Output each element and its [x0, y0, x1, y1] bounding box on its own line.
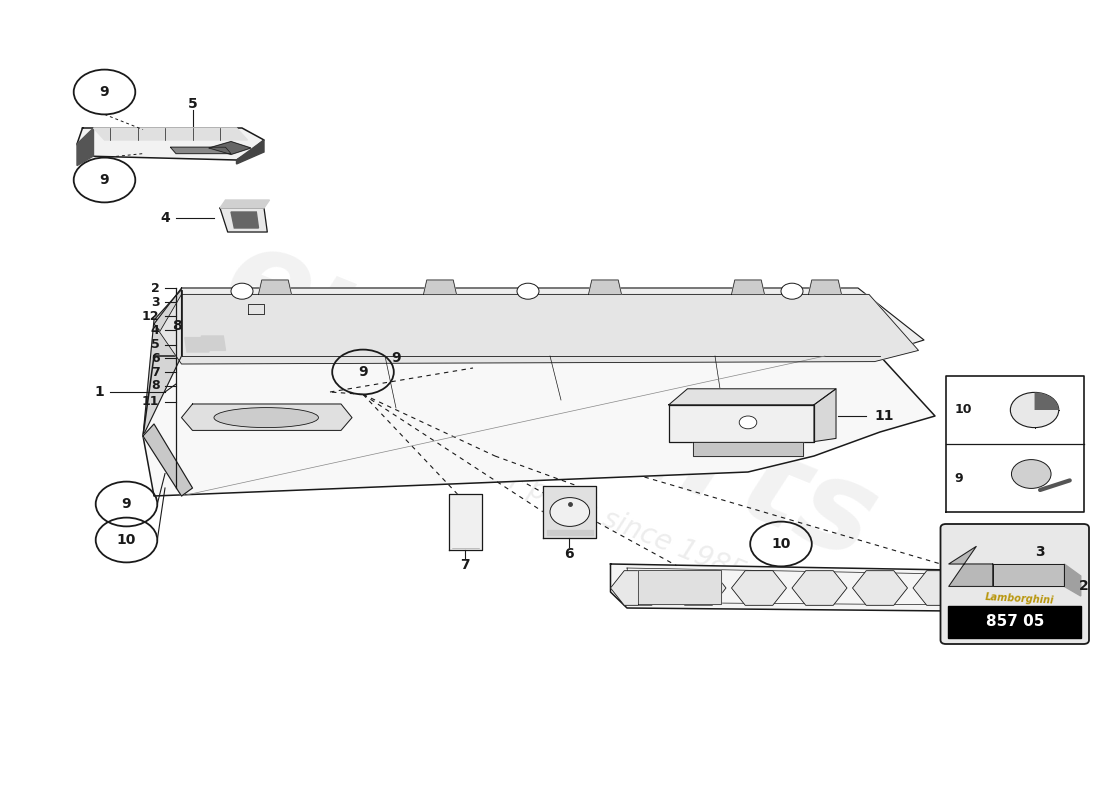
Polygon shape [228, 314, 272, 332]
Polygon shape [248, 304, 264, 314]
Polygon shape [94, 128, 248, 140]
Polygon shape [143, 290, 182, 436]
Text: 9: 9 [359, 365, 367, 379]
Text: 9: 9 [122, 497, 131, 511]
Polygon shape [231, 212, 258, 228]
Text: 11: 11 [142, 395, 160, 408]
Polygon shape [814, 389, 836, 442]
Polygon shape [732, 280, 764, 294]
Circle shape [1012, 459, 1050, 488]
Polygon shape [236, 140, 264, 164]
Polygon shape [588, 280, 621, 294]
Circle shape [231, 283, 253, 299]
Text: a passion for parts since 1985: a passion for parts since 1985 [350, 405, 750, 587]
FancyBboxPatch shape [940, 524, 1089, 644]
Polygon shape [449, 494, 482, 550]
Circle shape [781, 283, 803, 299]
Polygon shape [182, 404, 352, 430]
Text: 6: 6 [151, 352, 160, 365]
Polygon shape [424, 280, 456, 294]
Text: 10: 10 [955, 403, 972, 417]
Polygon shape [669, 405, 814, 442]
Circle shape [517, 283, 539, 299]
Polygon shape [220, 208, 267, 232]
Text: 12: 12 [142, 310, 160, 322]
Text: 9: 9 [100, 173, 109, 187]
Text: 8: 8 [172, 319, 182, 334]
Polygon shape [143, 424, 192, 496]
Polygon shape [543, 486, 596, 538]
Text: 7: 7 [151, 366, 160, 378]
Polygon shape [1065, 564, 1080, 596]
Text: 6: 6 [564, 546, 573, 561]
Circle shape [1010, 392, 1058, 427]
Polygon shape [160, 294, 918, 364]
Polygon shape [808, 280, 842, 294]
Polygon shape [258, 280, 292, 294]
Polygon shape [77, 128, 264, 160]
Polygon shape [170, 147, 231, 154]
Text: 7: 7 [461, 558, 470, 572]
Text: 8: 8 [151, 379, 160, 392]
Text: 4: 4 [151, 324, 160, 337]
Polygon shape [154, 288, 924, 356]
Polygon shape [638, 570, 721, 604]
Text: 3: 3 [1035, 545, 1044, 559]
Text: 2: 2 [151, 282, 160, 294]
Text: 10: 10 [771, 537, 791, 551]
Polygon shape [220, 200, 270, 208]
Text: 3: 3 [151, 296, 160, 309]
Polygon shape [143, 356, 935, 496]
Text: 1: 1 [95, 385, 104, 399]
Wedge shape [1034, 392, 1058, 410]
Polygon shape [610, 564, 1067, 612]
Polygon shape [209, 142, 251, 154]
Text: Lamborghini: Lamborghini [984, 592, 1054, 606]
Polygon shape [547, 530, 593, 535]
Text: 2: 2 [1079, 578, 1088, 593]
Text: 5: 5 [188, 97, 197, 111]
Text: 4: 4 [161, 210, 170, 225]
Text: 9: 9 [392, 351, 400, 366]
Text: 11: 11 [874, 409, 894, 423]
Text: europarts: europarts [207, 214, 893, 586]
Polygon shape [77, 128, 94, 166]
Ellipse shape [213, 408, 319, 427]
Circle shape [550, 498, 590, 526]
Polygon shape [669, 389, 836, 405]
Polygon shape [185, 338, 209, 352]
Circle shape [739, 416, 757, 429]
Text: 5: 5 [151, 338, 160, 351]
Polygon shape [948, 546, 992, 586]
Text: 857 05: 857 05 [986, 614, 1044, 629]
Text: 9: 9 [955, 471, 964, 485]
Text: 10: 10 [117, 533, 136, 547]
Polygon shape [948, 606, 1081, 638]
Polygon shape [693, 442, 803, 456]
Text: 9: 9 [100, 85, 109, 99]
Polygon shape [201, 336, 225, 350]
Polygon shape [992, 564, 1065, 586]
